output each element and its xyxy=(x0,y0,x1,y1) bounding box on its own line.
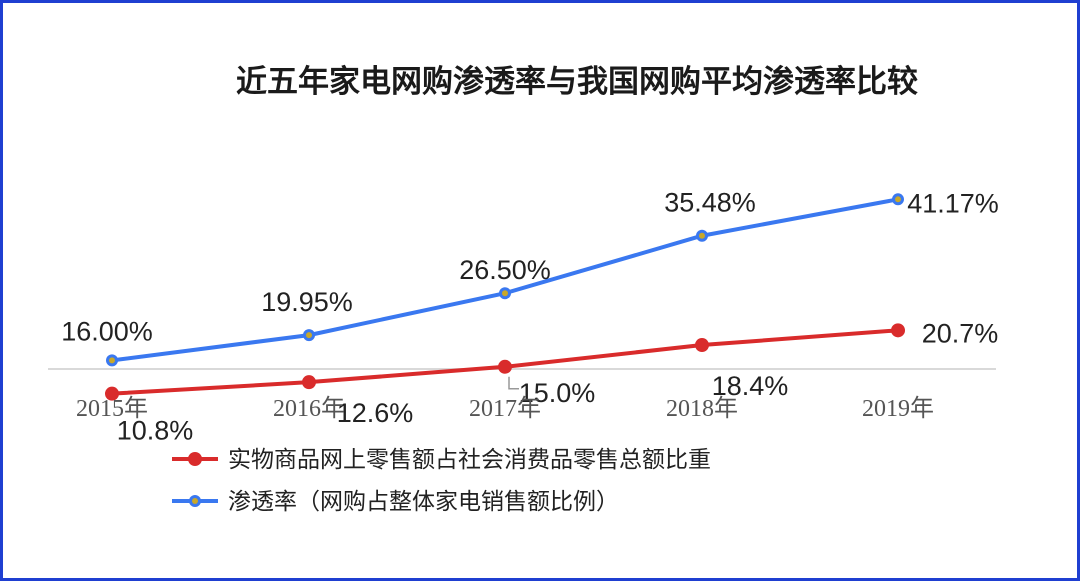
series-0-point-core-2 xyxy=(502,290,508,296)
chart-title: 近五年家电网购渗透率与我国网购平均渗透率比较 xyxy=(236,64,918,100)
data-label-0-3: 35.48% xyxy=(664,188,756,218)
data-label-0-0: 16.00% xyxy=(61,316,153,346)
x-tick-label-4: 2019年 xyxy=(862,395,934,422)
series-0-point-core-1 xyxy=(306,332,312,338)
legend-label-1: 渗透率（网购占整体家电销售额比例） xyxy=(228,489,619,515)
legend-marker-0 xyxy=(188,452,202,466)
x-tick-label-0: 2015年 xyxy=(76,395,148,422)
data-label-0-4: 41.17% xyxy=(907,188,999,218)
x-tick-labels: 2015年 2016年 2017年 2018年 2019年 xyxy=(76,395,934,422)
series-0-point-core-4 xyxy=(895,196,901,202)
x-tick-label-2: 2017年 xyxy=(469,395,541,422)
legend-label-0: 实物商品网上零售额占社会消费品零售总额比重 xyxy=(228,447,711,473)
series-1-point-3 xyxy=(695,338,709,352)
legend-marker-core-1 xyxy=(192,498,198,504)
leader-line xyxy=(509,377,519,389)
series-1-point-1 xyxy=(302,375,316,389)
data-label-0-2: 26.50% xyxy=(459,255,551,285)
data-label-0-1: 19.95% xyxy=(261,287,353,317)
series-1-point-4 xyxy=(891,323,905,337)
series-0-point-core-3 xyxy=(699,233,705,239)
data-label-1-1: 12.6% xyxy=(337,398,414,428)
series-1-point-2 xyxy=(498,360,512,374)
x-tick-label-3: 2018年 xyxy=(666,395,738,422)
data-label-1-4: 20.7% xyxy=(922,318,999,348)
x-tick-label-1: 2016年 xyxy=(273,395,345,422)
series-0-point-core-0 xyxy=(109,357,115,363)
